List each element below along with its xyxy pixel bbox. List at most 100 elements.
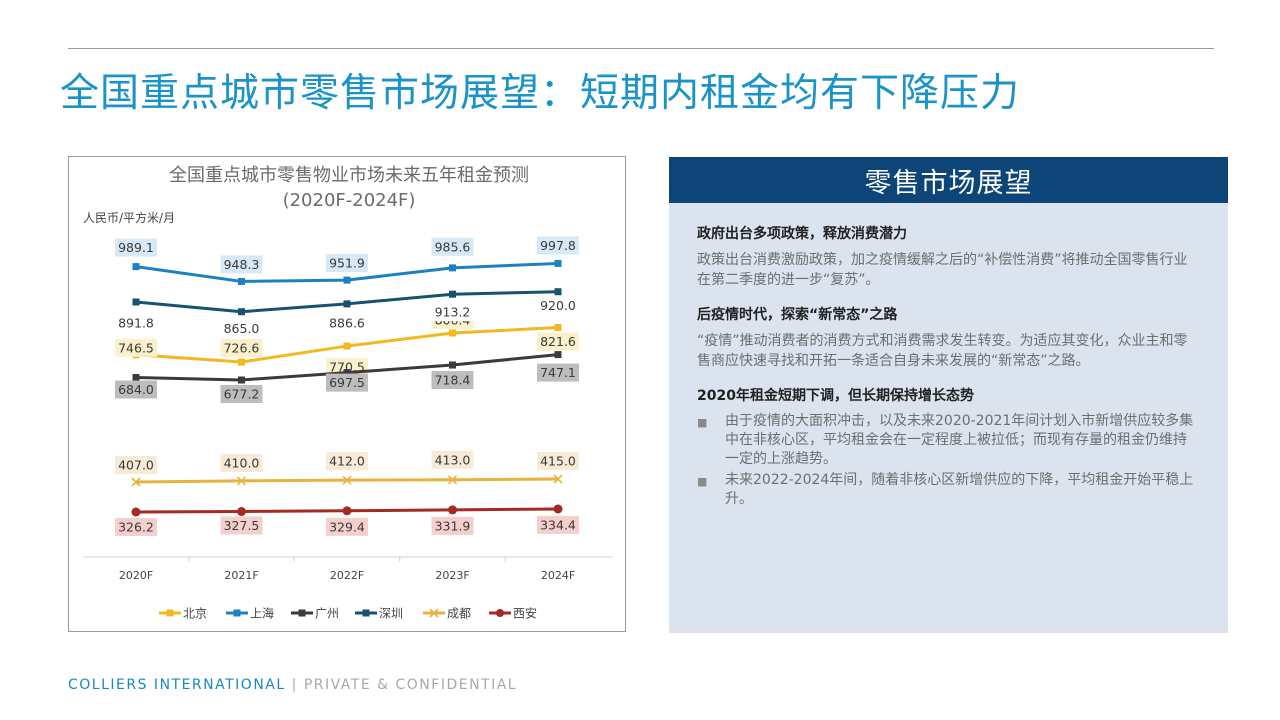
data-label: 913.2 [435,305,471,320]
data-point [238,376,245,384]
new-normal-section: 后疫情时代，探索“新常态”之路 “疫情”推动消费者的消费方式和消费需求发生转变。… [697,304,1200,371]
legend-marker [496,609,504,617]
data-label: 985.6 [435,239,471,254]
data-point [449,329,456,337]
data-label: 747.1 [540,365,576,380]
section-text: “疫情”推动消费者的消费方式和消费需求发生转变。为适应其变化，众业主和零售商应快… [697,333,1188,369]
data-label: 886.6 [329,315,365,330]
data-label: 948.3 [224,257,260,272]
chart-title: 全国重点城市零售物业市场未来五年租金预测 [169,165,529,186]
data-point [343,300,351,308]
rent-trend-section: 2020年租金短期下调，但长期保持增长态势 ■ 由于疫情的大面积冲击，以及未来2… [697,385,1200,509]
section-heading: 2020年租金短期下调，但长期保持增长态势 [697,388,974,404]
data-label-box [537,515,579,534]
data-label-box [431,303,474,322]
data-point [343,276,351,284]
data-point [238,277,245,285]
section-text: 政策出台消费激励政策，加之疫情缓解之后的“补偿性消费”将推动全国零售行业在第二季… [697,252,1188,288]
bullet-item: ■ 未来2022-2024年间，随着非核心区新增供应的下降，平均租金开始平稳上升… [697,471,1200,509]
data-label: 410.0 [224,455,260,470]
data-label: 718.4 [435,373,471,388]
bullet-text: 未来2022-2024年间，随着非核心区新增供应的下降，平均租金开始平稳上升。 [725,472,1194,507]
data-label-box [220,319,263,338]
data-label-box [326,313,368,332]
data-label: 726.6 [224,341,260,356]
data-point [554,351,562,359]
data-point [553,504,563,514]
bullet-item: ■ 由于疫情的大面积冲击，以及未来2020-2021年间计划入市新增供应较多集中… [697,412,1200,469]
data-point [238,358,245,366]
x-tick-label: 2020F [119,569,153,582]
data-label: 677.2 [224,387,260,402]
data-label: 407.0 [118,458,154,473]
data-label-box [431,450,474,469]
data-label-box [537,236,579,255]
legend-marker [298,609,306,617]
panel-body: 政府出台多项政策，释放消费潜力 政策出台消费激励政策，加之疫情缓解之后的“补偿性… [669,203,1228,509]
data-label: 327.5 [224,518,260,533]
top-rule [68,48,1214,49]
data-label: 415.0 [540,454,576,469]
data-label: 997.8 [540,238,576,253]
data-label-box [220,516,263,535]
data-label: 891.8 [118,315,154,330]
chart-subtitle: (2020F-2024F) [283,190,416,211]
square-bullet-icon: ■ [697,475,708,488]
data-point [132,263,140,271]
legend-label: 上海 [250,606,274,621]
rent-forecast-chart: 全国重点城市零售物业市场未来五年租金预测 (2020F-2024F) 人民币/平… [68,156,626,632]
data-label: 684.0 [118,382,154,397]
legend-label: 深圳 [379,607,403,621]
square-bullet-icon: ■ [697,416,708,429]
data-point [132,298,140,306]
legend-marker [166,609,174,617]
x-tick-label: 2022F [330,569,364,582]
legend-label: 北京 [183,607,207,621]
data-label: 413.0 [435,452,471,467]
footer-separator: | [291,677,298,693]
data-label-box [115,338,157,357]
data-point [554,259,562,267]
chart-canvas: 全国重点城市零售物业市场未来五年租金预测 (2020F-2024F) 人民币/平… [83,165,613,621]
data-point [342,475,352,485]
data-label: 326.2 [118,520,154,535]
data-point [449,361,456,369]
data-label: 331.9 [435,518,471,533]
section-heading: 后疫情时代，探索“新常态”之路 [697,307,898,323]
data-label-box [115,456,157,474]
page-title: 全国重点城市零售市场展望：短期内租金均有下降压力 [60,71,1021,116]
x-tick-label: 2023F [435,569,469,582]
data-label-box [431,516,474,535]
data-label: 865.0 [224,321,260,336]
data-point [238,308,245,316]
data-label: 697.5 [329,375,365,390]
data-point [449,290,456,298]
data-label-box [537,363,579,382]
legend-marker [233,609,241,617]
panel-title: 零售市场展望 [669,157,1228,203]
data-point [448,505,457,515]
data-label: 989.1 [118,240,154,255]
data-point [342,506,352,516]
data-label-box [220,385,263,403]
footer: COLLIERS INTERNATIONAL | PRIVATE & CONFI… [68,677,517,693]
data-label: 334.4 [540,517,576,532]
data-label: 951.9 [329,256,365,271]
data-label-box [220,339,263,358]
data-label: 821.6 [540,334,576,349]
data-label: 920.0 [540,298,576,313]
data-label-box [115,238,157,257]
data-label-box [537,296,579,315]
data-point [447,475,458,485]
data-point [343,369,351,377]
data-point [343,342,351,350]
data-point [554,288,562,296]
data-label-box [115,518,157,536]
data-point [236,476,247,486]
policy-section: 政府出台多项政策，释放消费潜力 政策出台消费激励政策，加之疫情缓解之后的“补偿性… [697,223,1200,290]
data-label-box [326,254,368,273]
bullet-text: 由于疫情的大面积冲击，以及未来2020-2021年间计划入市新增供应较多集中在非… [725,413,1194,467]
data-label: 746.5 [118,340,154,355]
data-label: 329.4 [329,519,365,534]
legend-marker [429,608,439,618]
